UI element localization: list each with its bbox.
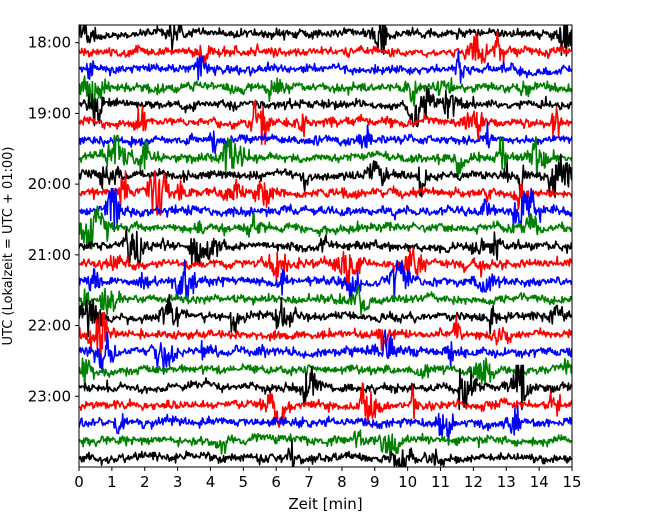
x-tick-label: 10 [398,473,417,491]
plot-frame [78,24,573,468]
trace-line-2030 [79,205,572,250]
trace-line-1945 [79,153,572,199]
trace-line-1845 [79,87,572,128]
trace-line-2015 [79,187,572,233]
y-axis-label: UTC (Lokalzeit = UTC + 01:00) [1,147,16,346]
x-axis: 0 1 2 3 4 5 6 7 8 9 10 11 12 13 14 15 [74,467,582,491]
trace-line-2115 [79,259,572,303]
x-tick-label: 4 [206,473,216,491]
trace-line-2000 [79,170,572,216]
trace-line-2200 [79,311,572,358]
trace-line-1800 [79,30,572,66]
x-tick-label: 8 [337,473,347,491]
x-tick-label: 3 [173,473,183,491]
x-tick-label: 2 [140,473,150,491]
y-axis: 18:00 19:00 20:00 21:00 22:00 23:00 [28,34,79,405]
x-tick-label: 13 [497,473,516,491]
y-tick-label: 20:00 [28,175,71,193]
y-tick-label: 21:00 [28,246,71,264]
x-tick-label: 5 [239,473,249,491]
y-tick-label: 22:00 [28,317,71,335]
trace-line-1930 [79,134,572,177]
trace-line-1830 [79,75,572,110]
trace-line-2215 [79,329,572,375]
trace-group [79,25,572,467]
x-tick-label: 0 [74,473,84,491]
trace-line-2315 [79,404,572,446]
x-axis-label: Zeit [min] [288,495,362,513]
trace-line-2230 [79,357,572,392]
x-tick-label: 12 [464,473,483,491]
x-tick-label: 1 [107,473,117,491]
x-tick-label: 6 [271,473,281,491]
trace-line-2045 [79,228,572,266]
y-tick-label: 19:00 [28,104,71,122]
trace-line-2330 [79,429,572,459]
trace-line-2345 [79,439,572,467]
y-tick-label: 18:00 [28,34,71,52]
x-tick-label: 11 [431,473,450,491]
trace-line-1815 [79,50,572,84]
trace-line-1745 [79,25,572,57]
x-tick-label: 7 [304,473,314,491]
trace-line-2130 [79,285,572,316]
trace-line-2300 [79,382,572,428]
trace-line-2145 [79,293,572,338]
x-tick-label: 14 [530,473,549,491]
y-tick-label: 23:00 [28,387,71,405]
trace-line-2100 [79,246,572,287]
trace-line-1900 [79,99,572,145]
trace-line-2245 [79,364,572,411]
trace-line-1915 [79,120,572,155]
x-tick-label: 15 [562,473,581,491]
x-tick-label: 9 [370,473,380,491]
